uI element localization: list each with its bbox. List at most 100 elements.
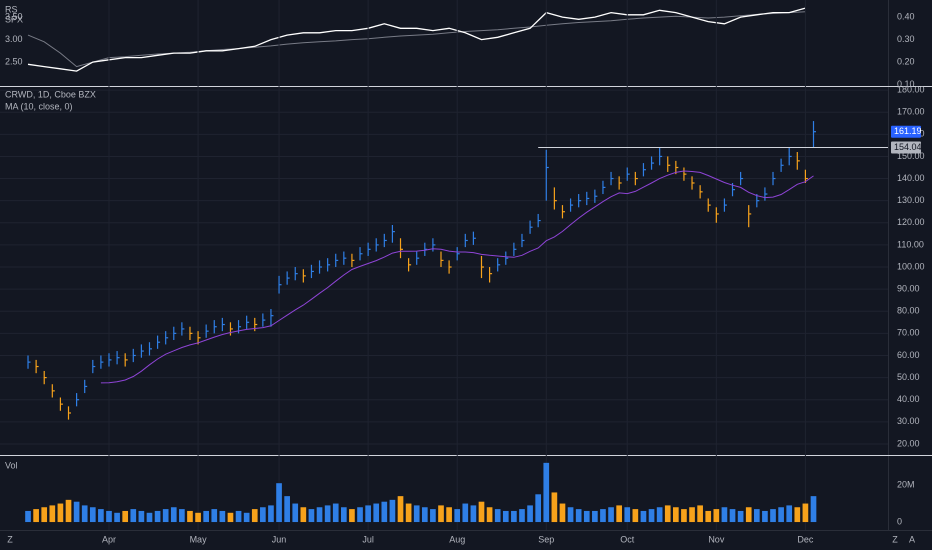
legend-spx: SPX: [5, 14, 23, 24]
y-tick-label: 0: [897, 516, 902, 526]
y-tick-label: 3.00: [5, 34, 23, 44]
volume-bar: [187, 510, 193, 523]
y2-tick-label: 0.10: [897, 79, 915, 89]
last-price-box: [891, 125, 921, 138]
y2-tick-label: 0.20: [897, 56, 915, 66]
volume-bar: [762, 510, 768, 523]
volume-bar: [770, 509, 776, 523]
volume-bar: [640, 510, 647, 523]
volume-bar: [365, 505, 371, 523]
y-tick-label: 80.00: [897, 306, 920, 316]
y-tick-label: 120.00: [897, 217, 925, 227]
volume-bar: [381, 501, 388, 523]
volume-bar: [260, 507, 266, 523]
x-tick-label: Sep: [538, 534, 554, 544]
volume-bar: [227, 512, 234, 523]
y2-tick-label: 0.30: [897, 34, 915, 44]
x-tick-label: May: [190, 534, 208, 544]
volume-bar: [802, 503, 809, 523]
volume-bar: [89, 507, 96, 523]
last-price-label: 161.19: [894, 126, 922, 136]
y-tick-label: 130.00: [897, 195, 925, 205]
volume-bar: [130, 509, 137, 523]
y-tick-label: 90.00: [897, 284, 920, 294]
legend-rs: RS: [5, 4, 18, 14]
volume-bar: [235, 510, 242, 523]
volume-bar: [519, 509, 525, 523]
hline-label-box: [891, 141, 921, 154]
volume-bar: [332, 503, 339, 523]
series-line: [27, 11, 806, 68]
volume-bar: [268, 505, 274, 523]
x-tick-label: Apr: [102, 534, 116, 544]
volume-bar: [430, 509, 436, 523]
volume-bar: [413, 505, 420, 523]
volume-bar: [146, 512, 153, 523]
volume-bar: [138, 510, 145, 523]
volume-bar: [373, 503, 380, 523]
footer-icon[interactable]: Z: [892, 534, 898, 544]
volume-bar: [98, 509, 104, 523]
volume-bar: [600, 509, 606, 523]
volume-bar: [203, 510, 210, 523]
volume-bar: [162, 509, 169, 523]
volume-bar: [721, 507, 728, 523]
footer-icon[interactable]: Z: [7, 534, 13, 544]
y-tick-label: 150.00: [897, 151, 925, 161]
volume-bar: [65, 499, 72, 523]
volume-bar: [251, 509, 258, 523]
x-tick-label: Dec: [797, 534, 814, 544]
volume-bar: [567, 507, 574, 523]
volume-bar: [25, 510, 31, 523]
volume-bar: [421, 507, 428, 523]
volume-bar: [349, 509, 355, 523]
volume-bar: [438, 505, 444, 523]
volume-bar: [713, 509, 720, 523]
y2-tick-label: 0.40: [897, 11, 915, 21]
volume-bar: [486, 507, 493, 523]
volume-bar: [543, 462, 550, 523]
y-tick-label: 70.00: [897, 328, 920, 338]
volume-bar: [583, 510, 590, 523]
volume-bar: [705, 510, 712, 523]
volume-bar: [276, 483, 282, 523]
volume-bar: [778, 507, 784, 523]
volume-bar: [608, 507, 614, 523]
volume-bar: [575, 509, 582, 523]
volume-bar: [697, 505, 703, 523]
y-tick-label: 20M: [897, 479, 915, 489]
ma-legend: MA (10, close, 0): [5, 101, 73, 111]
volume-bar: [454, 509, 461, 523]
volume-bar: [689, 507, 695, 523]
volume-bar: [664, 505, 671, 523]
volume-bar: [405, 503, 412, 523]
volume-bar: [511, 510, 517, 523]
volume-bar: [502, 510, 509, 523]
volume-bar: [389, 499, 396, 523]
y-tick-label: 20.00: [897, 438, 920, 448]
volume-bar: [592, 510, 598, 523]
footer-icon[interactable]: A: [909, 534, 915, 544]
volume-bar: [624, 507, 631, 523]
volume-bar: [648, 509, 655, 523]
volume-bar: [535, 494, 542, 523]
hline-label: 154.04: [894, 142, 922, 152]
volume-bar: [114, 512, 120, 523]
volume-bar: [446, 507, 452, 523]
volume-bar: [57, 503, 64, 523]
volume-bar: [73, 501, 80, 523]
volume-bar: [170, 507, 177, 523]
volume-bar: [478, 501, 485, 523]
y-tick-label: 60.00: [897, 350, 920, 360]
volume-bar: [656, 507, 663, 523]
volume-bar: [41, 507, 48, 523]
series-line: [27, 7, 806, 72]
volume-bar: [300, 507, 307, 523]
volume-bar: [494, 509, 501, 523]
volume-title: Vol: [5, 460, 18, 470]
x-tick-label: Jun: [272, 534, 287, 544]
volume-bar: [243, 512, 250, 523]
